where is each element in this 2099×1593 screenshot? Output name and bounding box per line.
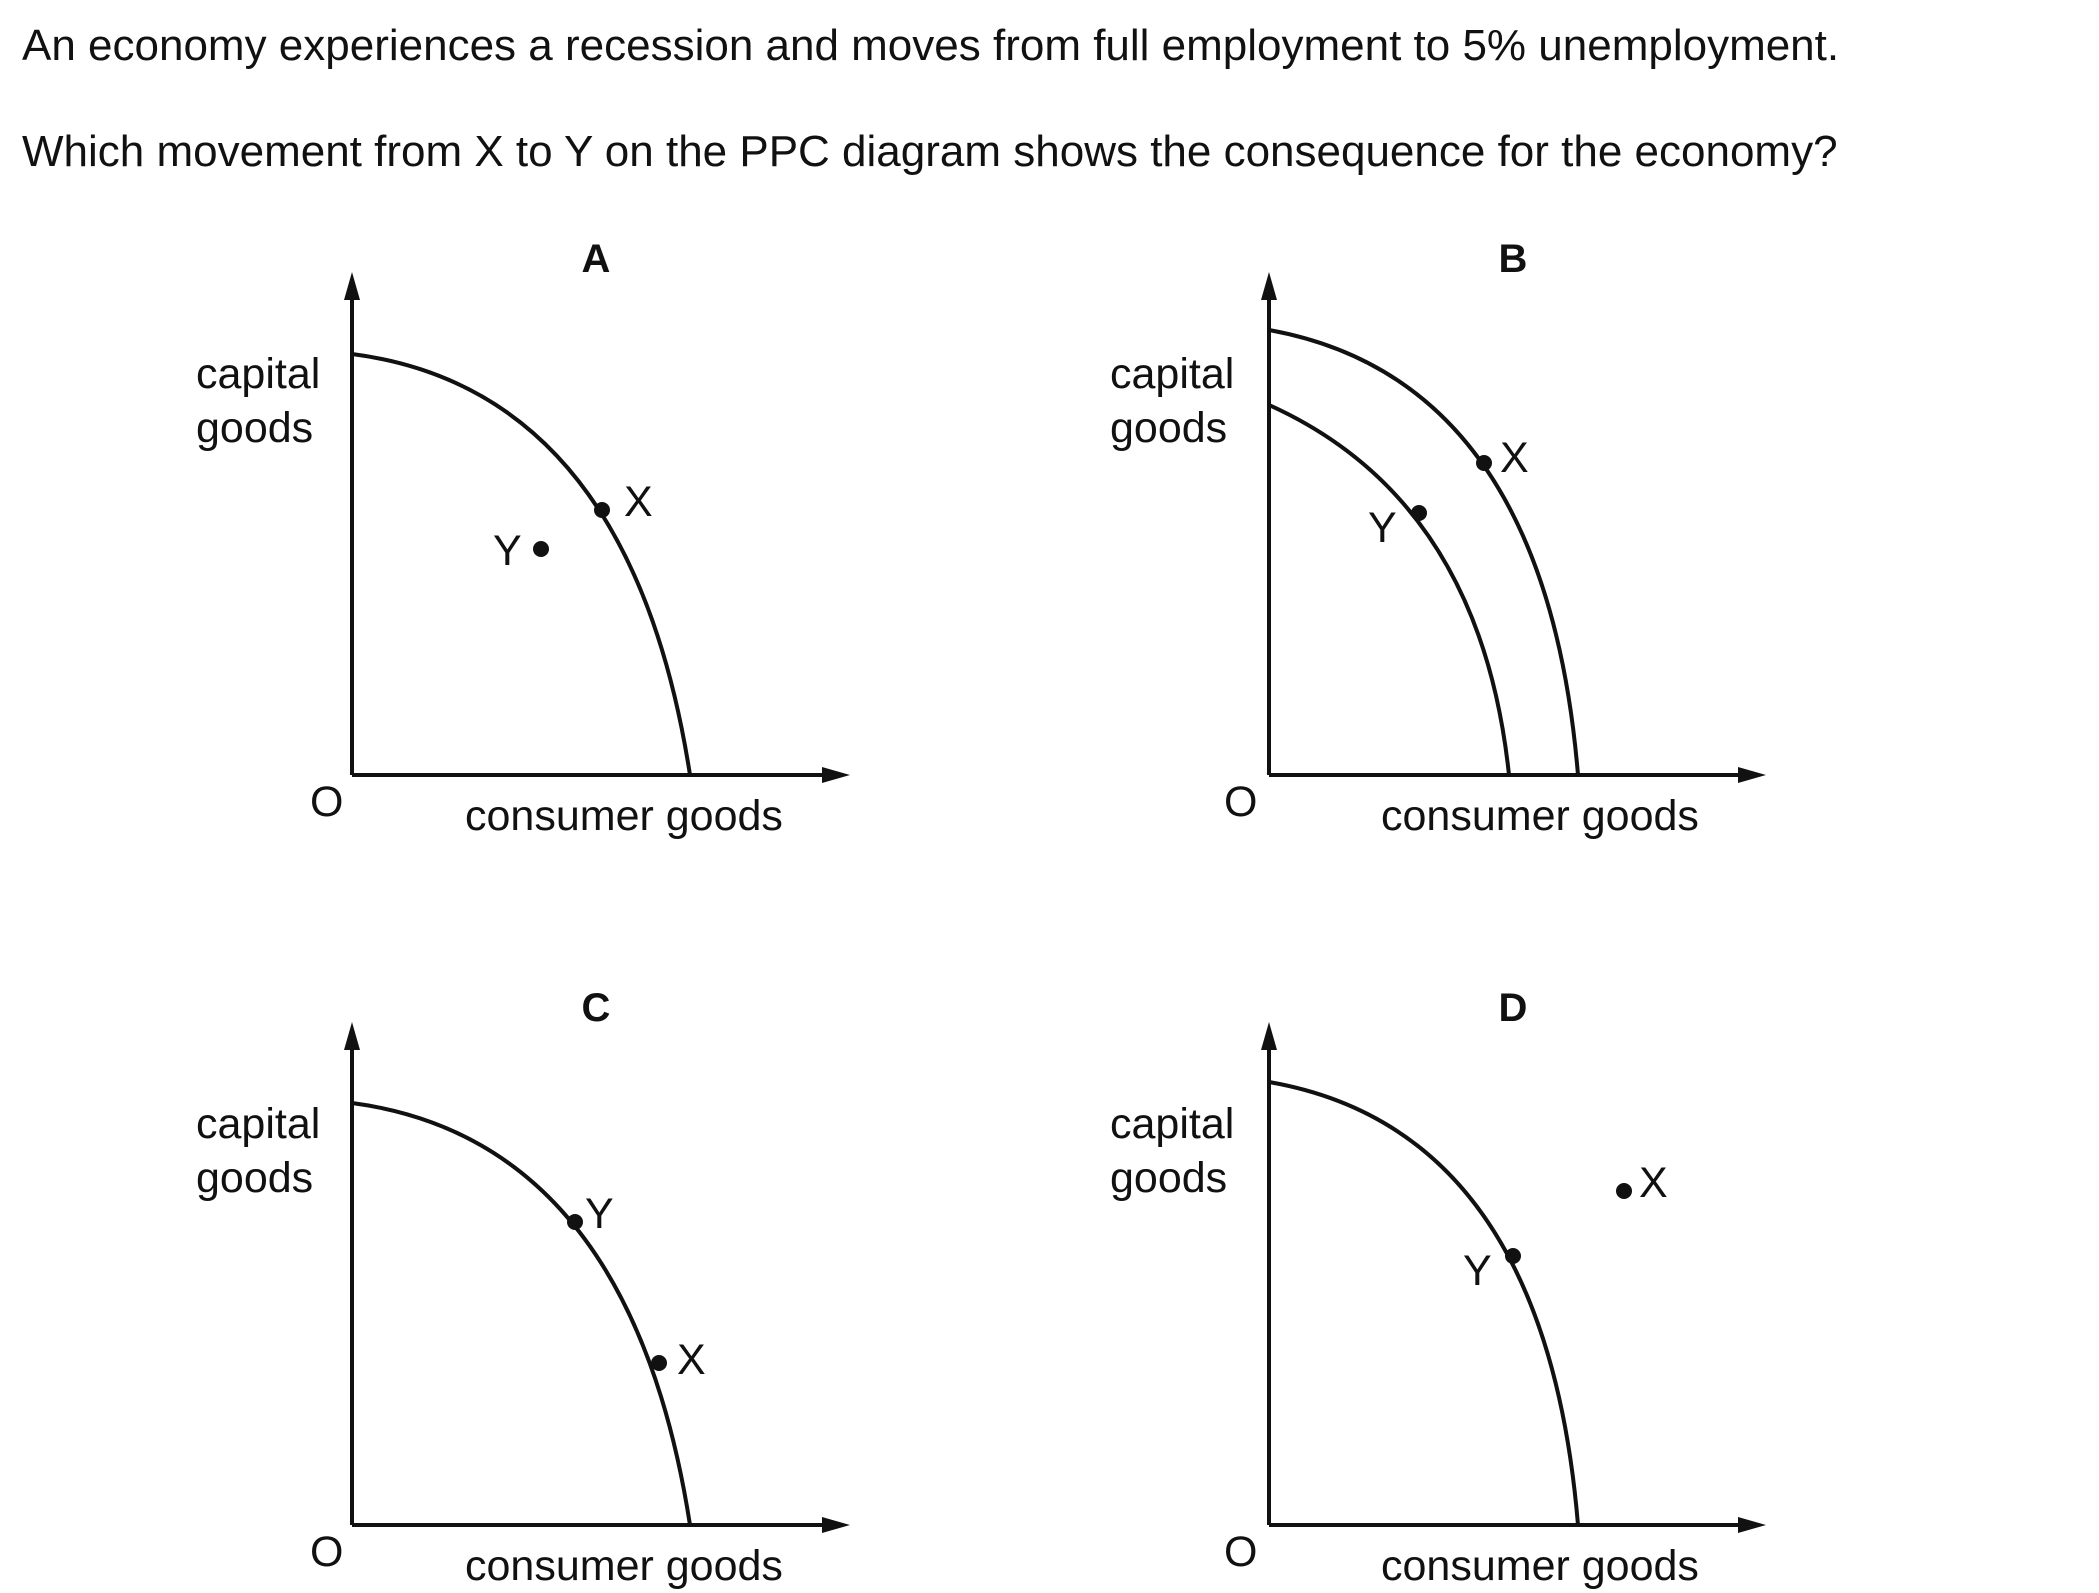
y-axis-label-line1-a: capital	[196, 350, 320, 398]
x-axis-arrow-c	[822, 1517, 850, 1533]
ppc-curve-c	[351, 1101, 692, 1526]
x-axis-arrow-b	[1738, 767, 1766, 783]
x-axis-arrow-a	[822, 767, 850, 783]
ppc-curve-d	[1268, 1080, 1580, 1526]
diagram-d: D capital goods consumer goods O Y X	[1110, 986, 1766, 1590]
point-x-label-b: X	[1500, 434, 1529, 482]
x-axis-label-c: consumer goods	[465, 1542, 783, 1590]
option-label-a: A	[582, 237, 611, 281]
y-axis-label-line2-d: goods	[1110, 1154, 1227, 1202]
question-prompt: Which movement from X to Y on the PPC di…	[22, 127, 1838, 176]
x-axis-label-d: consumer goods	[1381, 1542, 1699, 1590]
point-y-label-c: Y	[585, 1190, 614, 1238]
point-y-label-d: Y	[1463, 1247, 1492, 1295]
point-y-dot-a	[533, 541, 549, 557]
point-x-dot-d	[1616, 1183, 1632, 1199]
y-axis-label-line1-d: capital	[1110, 1100, 1234, 1148]
point-x-dot-c	[651, 1355, 667, 1371]
point-y-dot-c	[567, 1214, 583, 1230]
point-y-label-a: Y	[493, 527, 522, 575]
point-x-label-a: X	[624, 478, 653, 526]
point-y-dot-d	[1505, 1248, 1521, 1264]
y-axis-label-line1-b: capital	[1110, 350, 1234, 398]
diagram-c: C capital goods consumer goods O Y X	[196, 986, 850, 1590]
point-x-label-c: X	[677, 1336, 706, 1384]
diagram-b: B capital goods consumer goods O X Y	[1110, 237, 1766, 840]
y-axis-label-line2-a: goods	[196, 404, 313, 452]
ppc-curve-outer-b	[1268, 328, 1580, 776]
x-axis-label-a: consumer goods	[465, 792, 783, 840]
origin-label-a: O	[310, 778, 343, 826]
option-label-b: B	[1499, 237, 1528, 281]
point-x-dot-a	[594, 502, 610, 518]
ppc-curve-inner-b	[1268, 403, 1511, 776]
origin-label-d: O	[1224, 1528, 1257, 1576]
point-x-dot-b	[1476, 455, 1492, 471]
origin-label-c: O	[310, 1528, 343, 1576]
y-axis-label-line2-c: goods	[196, 1154, 313, 1202]
x-axis-label-b: consumer goods	[1381, 792, 1699, 840]
y-axis-arrow-a	[344, 272, 360, 300]
option-label-c: C	[582, 986, 611, 1030]
ppc-curve-a	[351, 352, 692, 776]
point-x-label-d: X	[1639, 1159, 1668, 1207]
option-label-d: D	[1499, 986, 1528, 1030]
y-axis-arrow-d	[1261, 1022, 1277, 1050]
point-y-dot-b	[1411, 505, 1427, 521]
origin-label-b: O	[1224, 778, 1257, 826]
question-stem: An economy experiences a recession and m…	[22, 21, 1840, 70]
y-axis-arrow-c	[344, 1022, 360, 1050]
y-axis-label-line2-b: goods	[1110, 404, 1227, 452]
diagram-a: A capital goods consumer goods O X Y	[196, 237, 850, 840]
y-axis-arrow-b	[1261, 272, 1277, 300]
point-y-label-b: Y	[1368, 504, 1397, 552]
y-axis-label-line1-c: capital	[196, 1100, 320, 1148]
x-axis-arrow-d	[1738, 1517, 1766, 1533]
